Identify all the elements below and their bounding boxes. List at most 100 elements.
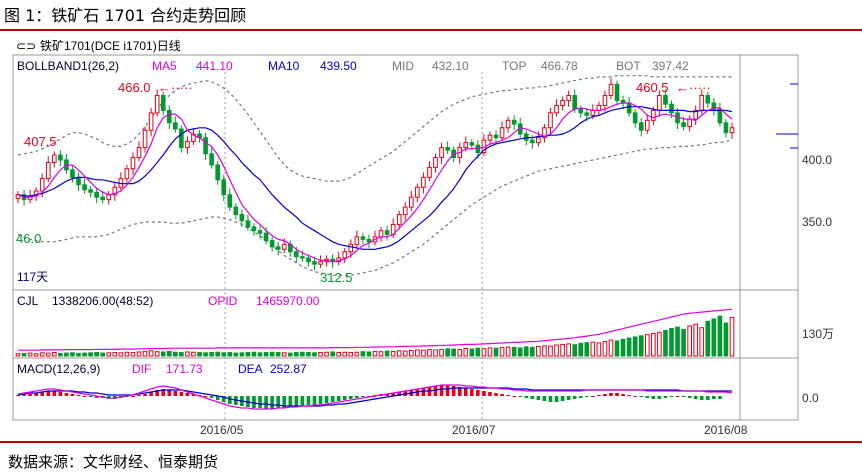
candle-body bbox=[136, 147, 142, 159]
volume-bar bbox=[669, 328, 674, 357]
volume-bar bbox=[421, 349, 426, 357]
candle-body bbox=[366, 238, 372, 243]
candle-body bbox=[626, 102, 632, 114]
candle-body bbox=[166, 109, 172, 124]
macd-bar bbox=[687, 396, 692, 398]
volume-bar bbox=[384, 350, 390, 357]
macd-bar bbox=[330, 396, 335, 402]
macd-bar bbox=[252, 396, 256, 408]
macd-bar bbox=[52, 391, 57, 396]
volume-bar bbox=[651, 332, 656, 357]
ma5-legend-label: MA5 bbox=[152, 59, 177, 73]
candle-body bbox=[402, 206, 408, 216]
volume-bar bbox=[427, 349, 432, 357]
macd-bar bbox=[651, 396, 656, 399]
macd-bar bbox=[476, 390, 480, 396]
volume-bar bbox=[644, 334, 650, 357]
volume-bar bbox=[287, 352, 293, 357]
volume-bar bbox=[511, 346, 517, 357]
macd-bar bbox=[657, 396, 662, 399]
macd-bar bbox=[584, 396, 589, 397]
volume-bar bbox=[324, 351, 329, 357]
ma10-legend-value: 439.50 bbox=[320, 59, 357, 73]
volume-bar bbox=[348, 352, 354, 357]
macd-bar bbox=[348, 396, 353, 399]
candle-body bbox=[523, 133, 529, 141]
chart-frame bbox=[12, 54, 799, 421]
x-tick-label: 2016/08 bbox=[704, 423, 748, 437]
ma5-line bbox=[17, 102, 733, 263]
volume-bar bbox=[445, 348, 450, 357]
macd-bar bbox=[609, 393, 613, 396]
macd-bar bbox=[669, 396, 674, 397]
candle-body bbox=[51, 154, 57, 163]
volume-bar bbox=[493, 347, 499, 357]
candle-body bbox=[602, 95, 608, 106]
volume-bar bbox=[239, 352, 245, 357]
figure-title: 图 1：铁矿石 1701 合约走势回顾 bbox=[4, 6, 247, 25]
ma10-line bbox=[17, 106, 733, 250]
candle-body bbox=[421, 176, 426, 188]
macd-bar bbox=[391, 393, 395, 396]
candle-body bbox=[294, 251, 299, 258]
candle-body bbox=[493, 134, 499, 139]
volume-bar bbox=[118, 352, 124, 357]
macd-bar bbox=[693, 396, 698, 399]
candle-body bbox=[505, 119, 511, 129]
annotation-high: 466.0 bbox=[118, 80, 151, 95]
volume-bar bbox=[45, 352, 51, 357]
macd-bar bbox=[712, 396, 716, 399]
volume-bar bbox=[699, 327, 705, 357]
candle-body bbox=[693, 109, 699, 120]
volume-bar bbox=[318, 352, 323, 357]
volume-bar bbox=[312, 352, 317, 357]
volume-bar bbox=[136, 351, 142, 357]
volume-bar bbox=[590, 341, 596, 357]
candle-body bbox=[566, 95, 571, 101]
macd-bar bbox=[463, 388, 468, 396]
macd-bar bbox=[294, 396, 299, 406]
candle-body bbox=[160, 95, 166, 111]
macd-bar bbox=[421, 388, 426, 396]
candle-body bbox=[251, 226, 257, 232]
candle-body bbox=[560, 99, 565, 106]
boll-top-line bbox=[17, 75, 732, 182]
volume-bar bbox=[27, 352, 33, 357]
volume-bar bbox=[191, 351, 196, 357]
macd-bar bbox=[167, 390, 172, 396]
volume-bar bbox=[729, 316, 735, 357]
candle-body bbox=[215, 164, 220, 181]
volume-bar bbox=[76, 352, 81, 357]
macd-bar bbox=[663, 396, 668, 398]
candle-body bbox=[530, 139, 535, 144]
volume-bar bbox=[142, 350, 148, 357]
candle-body bbox=[687, 118, 692, 128]
volume-bar bbox=[584, 342, 590, 357]
volume-bar bbox=[705, 320, 711, 357]
volume-bar bbox=[499, 347, 505, 357]
source-rule bbox=[0, 441, 862, 443]
volume-bar bbox=[530, 346, 535, 357]
y-tick-label: 400.0 bbox=[802, 153, 832, 167]
candle-body bbox=[651, 109, 656, 121]
candle-body bbox=[578, 108, 584, 114]
candle-body bbox=[705, 95, 711, 104]
macd-bar bbox=[482, 391, 486, 396]
candle-body bbox=[669, 103, 674, 114]
macd-bar bbox=[318, 396, 323, 404]
macd-bar bbox=[258, 396, 262, 408]
dif-line bbox=[17, 384, 733, 410]
macd-bar bbox=[227, 396, 232, 404]
macd-bar bbox=[22, 394, 26, 396]
dea-legend-label: DEA bbox=[238, 362, 263, 376]
volume-bar bbox=[620, 338, 626, 357]
candle-body bbox=[681, 122, 686, 128]
candle-body bbox=[45, 161, 51, 180]
macd-bar bbox=[336, 396, 341, 401]
candle-body bbox=[173, 122, 178, 130]
candle-body bbox=[427, 166, 432, 178]
dif-legend-label: DIF bbox=[132, 362, 151, 376]
candle-body bbox=[469, 142, 475, 146]
macd-bar bbox=[76, 395, 81, 396]
volume-bar bbox=[354, 351, 360, 357]
